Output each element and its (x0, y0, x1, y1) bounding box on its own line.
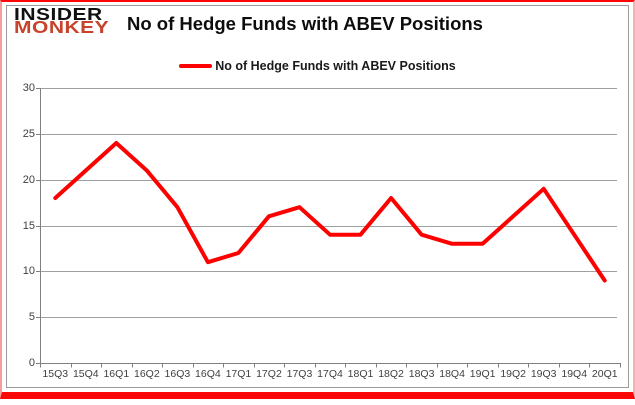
legend: No of Hedge Funds with ABEV Positions (7, 59, 628, 73)
x-axis-label: 19Q1 (469, 368, 496, 380)
x-axis-label: 16Q3 (164, 368, 191, 380)
x-axis-label: 16Q2 (133, 368, 160, 380)
legend-label: No of Hedge Funds with ABEV Positions (215, 59, 456, 73)
logo-line-insider: INSIDER (14, 4, 103, 24)
chart-title: No of Hedge Funds with ABEV Positions (127, 13, 483, 34)
line-chart-plot (36, 88, 621, 368)
legend-line-icon (179, 64, 213, 68)
x-axis-label: 17Q2 (256, 368, 282, 380)
insider-monkey-logo: INSIDER MONKEY (14, 4, 110, 38)
y-axis-label: 20 (22, 173, 35, 186)
y-axis-label: 5 (28, 310, 35, 323)
y-axis-label: 30 (22, 81, 35, 94)
x-axis-label: 20Q1 (591, 368, 618, 380)
y-axis-label: 15 (22, 219, 35, 232)
chart-container: INSIDER MONKEY No of Hedge Funds with AB… (6, 5, 629, 388)
y-axis-label: 10 (22, 264, 35, 277)
x-axis-label: 18Q2 (378, 368, 404, 380)
x-axis-label: 17Q4 (317, 368, 343, 380)
series-line (53, 141, 607, 283)
x-axis-label: 19Q3 (530, 368, 557, 380)
x-axis-label: 18Q1 (347, 368, 374, 380)
x-axis-label: 15Q4 (72, 368, 99, 380)
x-axis-label: 19Q4 (561, 368, 588, 380)
x-axis-label: 18Q4 (439, 368, 465, 380)
x-axis-label: 15Q3 (42, 368, 69, 380)
y-axis-label: 0 (28, 356, 35, 369)
logo-line-monkey: MONKEY (14, 18, 110, 38)
x-axis-label: 16Q1 (103, 368, 130, 380)
y-axis-label: 25 (22, 127, 35, 140)
x-axis-label: 17Q1 (225, 368, 252, 380)
x-axis-label: 17Q3 (286, 368, 313, 380)
x-axis-label: 16Q4 (195, 368, 221, 380)
x-axis-label: 18Q3 (408, 368, 435, 380)
x-axis-label: 19Q2 (500, 368, 526, 380)
